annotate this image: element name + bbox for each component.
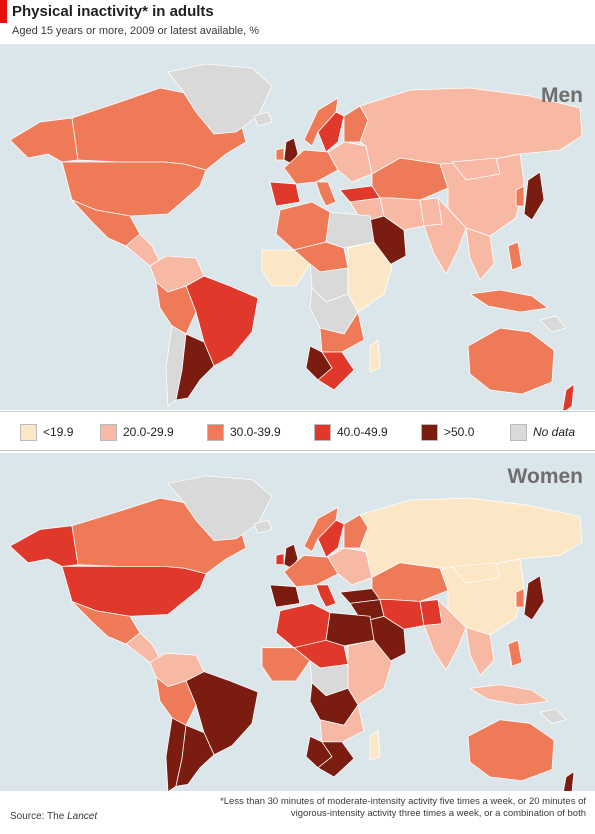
country-argentina: [175, 333, 215, 401]
legend-label: 40.0-49.9: [337, 425, 388, 439]
legend-item: 30.0-39.9: [207, 423, 281, 441]
country-brazil: [185, 671, 259, 756]
country-south-africa: [317, 351, 355, 391]
country-madagascar: [369, 730, 381, 761]
country-alaska: [9, 525, 79, 567]
country-mongolia: [451, 157, 501, 181]
country-indonesia: [469, 289, 549, 313]
country-papua-new-guinea: [539, 708, 567, 724]
country-italy: [315, 584, 337, 608]
brand-accent-bar: [0, 0, 7, 23]
footnote: *Less than 30 minutes of moderate-intens…: [220, 796, 586, 819]
legend-item: <19.9: [20, 423, 73, 441]
country-argentina: [175, 724, 215, 787]
country-southeast-asia: [465, 227, 495, 281]
country-eastern-europe: [327, 141, 373, 183]
chart-subtitle: Aged 15 years or more, 2009 or latest av…: [12, 25, 260, 37]
country-indonesia: [469, 684, 549, 706]
legend-label: 30.0-39.9: [230, 425, 281, 439]
chart-title: Physical inactivity* in adults: [12, 3, 214, 20]
legend-swatch: [100, 423, 117, 441]
source-publication: Lancet: [67, 811, 98, 822]
men-world-map: [9, 63, 583, 410]
source-note: Source: The Lancet: [10, 811, 97, 822]
country-libya-egypt: [325, 612, 375, 647]
country-peru-bolivia: [155, 676, 197, 726]
country-alaska: [9, 117, 79, 163]
map-legend: <19.9 20.0-29.9 30.0-39.9 40.0-49.9 >50.…: [0, 411, 595, 451]
country-iceland: [253, 519, 273, 534]
country-new-zealand: [563, 771, 575, 791]
country-madagascar: [369, 339, 381, 373]
men-map-label: Men: [541, 84, 583, 107]
country-shapes: [9, 475, 583, 791]
country-china: [439, 153, 525, 237]
country-greenland: [167, 475, 273, 541]
country-italy: [315, 181, 337, 207]
country-india: [423, 599, 467, 671]
legend-swatch: [510, 423, 527, 441]
country-sweden: [317, 111, 345, 153]
country-china: [439, 558, 525, 636]
legend-label: <19.9: [43, 425, 74, 439]
legend-swatch: [207, 423, 224, 441]
country-shapes: [9, 63, 583, 410]
women-map-panel: Women: [0, 453, 595, 791]
source-prefix: Source: The: [10, 811, 68, 822]
country-greenland: [167, 63, 273, 135]
legend-label: 20.0-29.9: [123, 425, 174, 439]
legend-swatch: [314, 423, 331, 441]
legend-swatch: [421, 423, 438, 441]
country-southeast-asia: [465, 627, 495, 676]
legend-item: 20.0-29.9: [100, 423, 174, 441]
country-india: [423, 197, 467, 275]
men-map-panel: Men: [0, 44, 595, 410]
legend-item: >50.0: [421, 423, 474, 441]
country-iberia: [269, 181, 301, 207]
legend-label: >50.0: [444, 425, 475, 439]
country-australia: [467, 327, 555, 395]
country-korea: [515, 185, 525, 207]
country-mongolia: [451, 562, 501, 584]
country-australia: [467, 719, 555, 782]
country-eastern-europe: [327, 547, 373, 586]
country-new-zealand: [562, 383, 575, 410]
country-brazil: [185, 275, 259, 367]
women-map-label: Women: [507, 465, 583, 488]
women-world-map: [9, 475, 583, 791]
country-ireland: [275, 553, 285, 565]
country-japan: [523, 575, 545, 621]
legend-item: No data: [510, 423, 575, 441]
country-sweden: [317, 519, 345, 558]
country-libya-egypt: [325, 211, 375, 249]
country-south-africa: [317, 741, 355, 778]
country-philippines: [507, 639, 523, 667]
country-philippines: [507, 241, 523, 271]
country-iberia: [269, 584, 301, 608]
country-papua-new-guinea: [539, 315, 567, 333]
legend-label: No data: [533, 425, 576, 439]
legend-swatch: [20, 423, 37, 441]
country-japan: [523, 171, 545, 221]
legend-item: 40.0-49.9: [314, 423, 388, 441]
country-iceland: [253, 111, 273, 127]
country-ireland: [275, 147, 285, 161]
country-peru-bolivia: [155, 281, 197, 335]
country-korea: [515, 588, 525, 608]
